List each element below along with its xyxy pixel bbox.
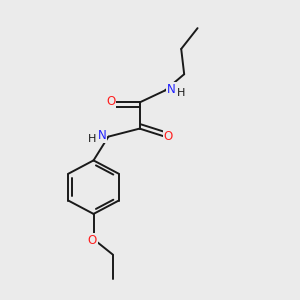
Text: N: N [167, 83, 176, 96]
Text: O: O [106, 95, 116, 108]
Text: O: O [87, 234, 97, 247]
Text: N: N [98, 129, 106, 142]
Text: H: H [177, 88, 185, 98]
Text: O: O [164, 130, 173, 142]
Text: H: H [88, 134, 97, 144]
